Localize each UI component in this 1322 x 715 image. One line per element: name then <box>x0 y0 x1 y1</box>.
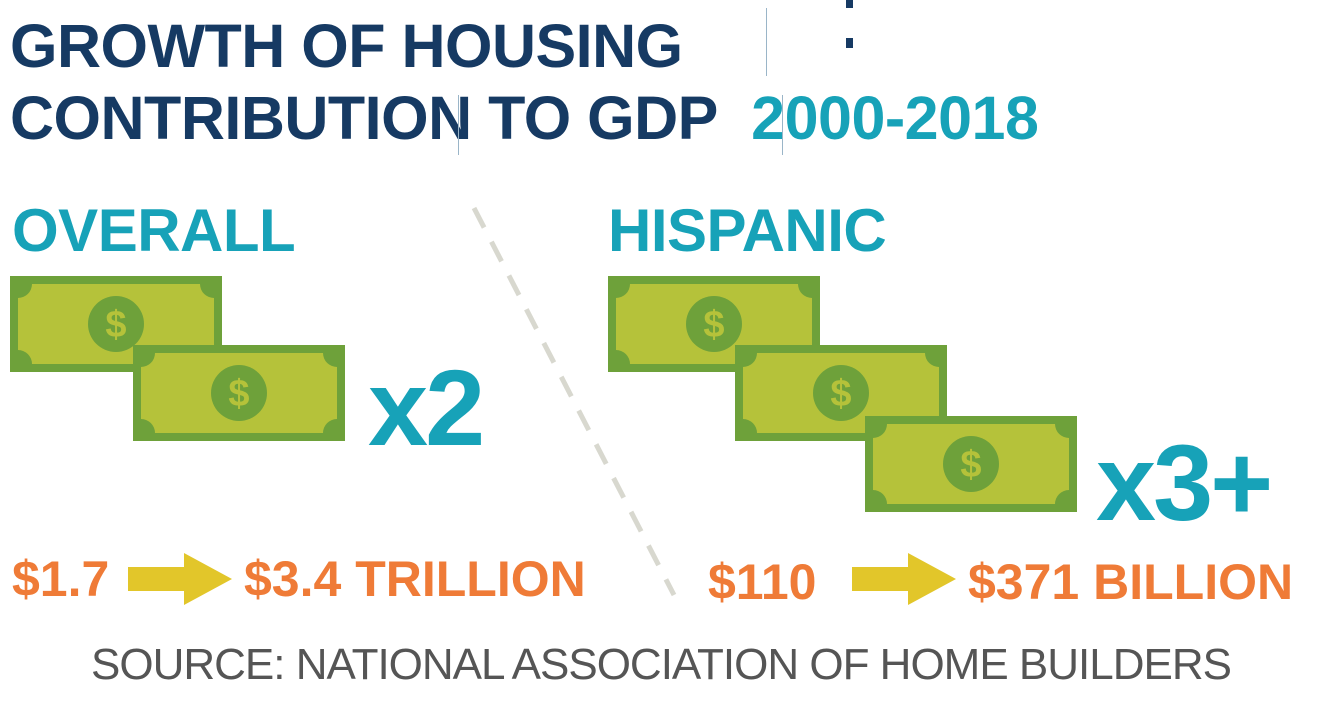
overall-heading: OVERALL <box>12 197 296 264</box>
hispanic-to-value: $371 BILLION <box>968 554 1294 610</box>
overall-multiplier: x2 <box>368 347 485 468</box>
svg-text:$: $ <box>228 373 249 415</box>
title-line-1: GROWTH OF HOUSING <box>10 12 683 80</box>
divider-rule <box>458 95 459 155</box>
dashed-separator <box>471 206 677 597</box>
title-years: 2000-2018 <box>751 84 1039 152</box>
divider-rule <box>782 95 783 155</box>
hispanic-from-value: $110 <box>708 554 817 610</box>
arrow-right-icon <box>852 553 956 605</box>
svg-text:$: $ <box>105 304 126 346</box>
overall-to-value: $3.4 TRILLION <box>244 551 586 607</box>
title-line-2-text: CONTRIBUTION TO GDP <box>10 84 717 152</box>
divider-tick <box>846 0 853 8</box>
overall-from-value: $1.7 <box>12 551 110 607</box>
divider-rule <box>766 8 767 76</box>
arrow-right-icon <box>128 553 232 605</box>
page-title: GROWTH OF HOUSING CONTRIBUTION TO GDP 20… <box>10 10 1039 154</box>
dollar-bill-icon: $ <box>133 345 345 441</box>
title-line-2: CONTRIBUTION TO GDP 2000-2018 <box>10 82 1039 154</box>
svg-text:$: $ <box>830 373 851 415</box>
dollar-bill-icon: $ <box>865 416 1077 512</box>
hispanic-multiplier: x3+ <box>1096 422 1273 543</box>
svg-text:$: $ <box>703 304 724 346</box>
svg-text:$: $ <box>960 444 981 486</box>
divider-tick <box>846 38 853 48</box>
hispanic-heading: HISPANIC <box>608 197 887 264</box>
source-note: SOURCE: NATIONAL ASSOCIATION OF HOME BUI… <box>91 640 1232 689</box>
